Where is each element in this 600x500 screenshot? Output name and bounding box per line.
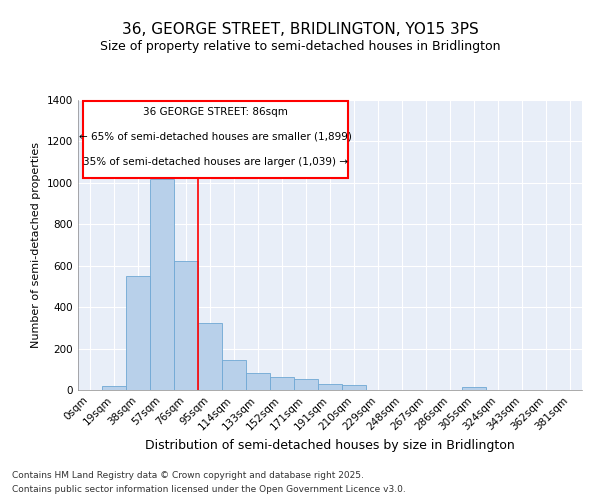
Bar [462,387,486,390]
Text: Size of property relative to semi-detached houses in Bridlington: Size of property relative to semi-detach… [100,40,500,53]
X-axis label: Distribution of semi-detached houses by size in Bridlington: Distribution of semi-detached houses by … [145,438,515,452]
Bar [222,360,246,390]
Text: Contains public sector information licensed under the Open Government Licence v3: Contains public sector information licen… [12,484,406,494]
Bar [318,384,342,390]
Bar [294,378,318,390]
FancyBboxPatch shape [83,102,347,178]
Bar [342,385,366,390]
Y-axis label: Number of semi-detached properties: Number of semi-detached properties [31,142,41,348]
Bar [102,386,126,390]
Bar [126,276,150,390]
Text: 35% of semi-detached houses are larger (1,039) →: 35% of semi-detached houses are larger (… [83,156,348,166]
Bar [246,374,270,390]
Bar [198,322,222,390]
Text: 36 GEORGE STREET: 86sqm: 36 GEORGE STREET: 86sqm [143,108,288,118]
Text: Contains HM Land Registry data © Crown copyright and database right 2025.: Contains HM Land Registry data © Crown c… [12,472,364,480]
Bar [270,376,294,390]
Bar [150,178,174,390]
Text: ← 65% of semi-detached houses are smaller (1,899): ← 65% of semi-detached houses are smalle… [79,132,352,142]
Bar [174,260,198,390]
Text: 36, GEORGE STREET, BRIDLINGTON, YO15 3PS: 36, GEORGE STREET, BRIDLINGTON, YO15 3PS [122,22,478,38]
